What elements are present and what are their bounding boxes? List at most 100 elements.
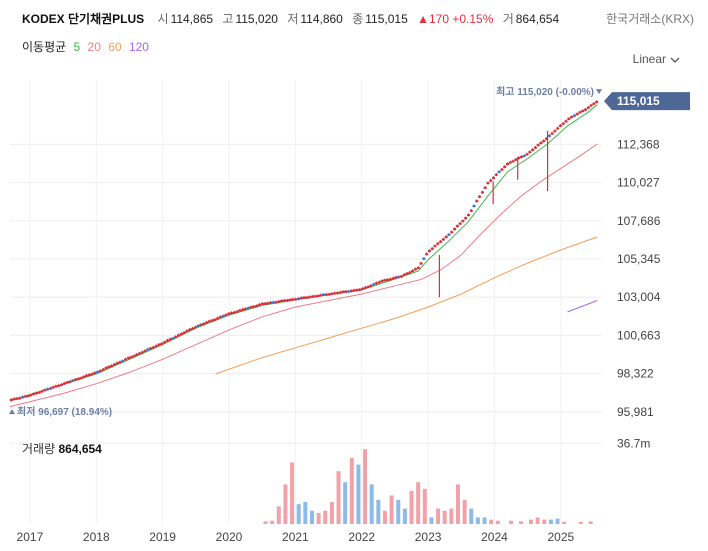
candle [556, 127, 560, 130]
candle [458, 222, 462, 225]
min-price-label: 최저 96,697 (18.94%) [17, 405, 112, 418]
candle [199, 323, 203, 326]
candle [218, 316, 222, 319]
candle [177, 334, 181, 337]
moving-average-legend[interactable]: 이동평균 5 20 60 120 [22, 38, 153, 55]
candle [492, 176, 496, 179]
candle [154, 345, 158, 348]
candle [324, 293, 328, 296]
candle [528, 151, 532, 154]
candle [299, 297, 303, 300]
candle [266, 302, 270, 305]
candle [96, 370, 100, 373]
candle [202, 322, 206, 325]
chevron-down-icon [670, 57, 680, 63]
low-label: 저 [287, 12, 299, 26]
candle [550, 132, 554, 135]
candle [193, 326, 197, 329]
volume-bar [528, 519, 533, 524]
scale-dropdown[interactable]: Linear [633, 52, 680, 66]
candle [210, 319, 214, 322]
candle [252, 305, 256, 308]
volume-bar [363, 449, 368, 524]
volume-bar [416, 482, 421, 524]
ma-20: 20 [87, 40, 101, 54]
volume-bar [349, 458, 354, 524]
candle [430, 247, 434, 250]
candle [20, 396, 24, 399]
candle [455, 225, 459, 228]
ma-line-120 [567, 300, 598, 313]
candle [533, 146, 537, 149]
candle [511, 160, 515, 163]
x-tick-label: 2020 [216, 530, 243, 544]
candle [344, 290, 348, 293]
candle [363, 286, 367, 289]
y-tick-label: 103,004 [617, 290, 661, 304]
candle [101, 368, 105, 371]
candle [444, 235, 448, 238]
candle [168, 338, 172, 341]
candle [553, 130, 557, 133]
volume-bar [409, 491, 414, 524]
candle [255, 305, 259, 308]
candle [422, 257, 426, 260]
ma-120: 120 [128, 40, 149, 54]
candle [480, 191, 484, 194]
candle [584, 108, 588, 111]
instrument-title: KODEX 단기채권PLUS [22, 12, 145, 26]
candle [65, 381, 69, 384]
candle [575, 113, 579, 116]
volume-panel-label: 거래량 864,654 [22, 440, 102, 457]
candle [174, 335, 178, 338]
open-label: 시 [157, 12, 169, 26]
candle [277, 300, 281, 303]
volume-bar [555, 518, 560, 524]
volume-bar [336, 471, 341, 524]
candle [99, 370, 103, 373]
candle [322, 293, 326, 296]
volume-bar [376, 499, 381, 524]
volume-bar [356, 464, 361, 524]
candle [500, 168, 504, 171]
volume-bar [343, 482, 348, 524]
min-marker-icon [9, 409, 15, 415]
candle [305, 296, 309, 299]
candle [87, 373, 91, 376]
volume-title: 거래량 [22, 442, 56, 456]
candle [82, 375, 86, 378]
candle [163, 341, 167, 344]
candle [327, 293, 331, 296]
candle [260, 302, 264, 305]
candle [508, 161, 512, 164]
volume-bar [535, 517, 540, 524]
candle [243, 308, 247, 311]
candle [288, 298, 292, 301]
candle [32, 392, 36, 395]
candle [411, 270, 415, 273]
candle [453, 228, 457, 231]
candle [48, 387, 52, 390]
candle [12, 398, 16, 401]
candle [263, 302, 267, 305]
candle [517, 157, 521, 160]
volume-bar [429, 517, 434, 524]
candle [213, 318, 217, 321]
candle [405, 272, 409, 275]
candle [73, 378, 77, 381]
candle [249, 306, 253, 309]
candle [104, 367, 108, 370]
volume-bar [263, 521, 268, 524]
candle [185, 330, 189, 333]
volume-bar [436, 508, 441, 524]
volume-bar [283, 484, 288, 524]
candle [380, 280, 384, 283]
scale-label: Linear [632, 52, 666, 66]
candle [503, 165, 507, 168]
candle [188, 328, 192, 331]
candle [85, 374, 89, 377]
candle [522, 154, 526, 157]
candle [570, 116, 574, 119]
candle [366, 286, 370, 289]
